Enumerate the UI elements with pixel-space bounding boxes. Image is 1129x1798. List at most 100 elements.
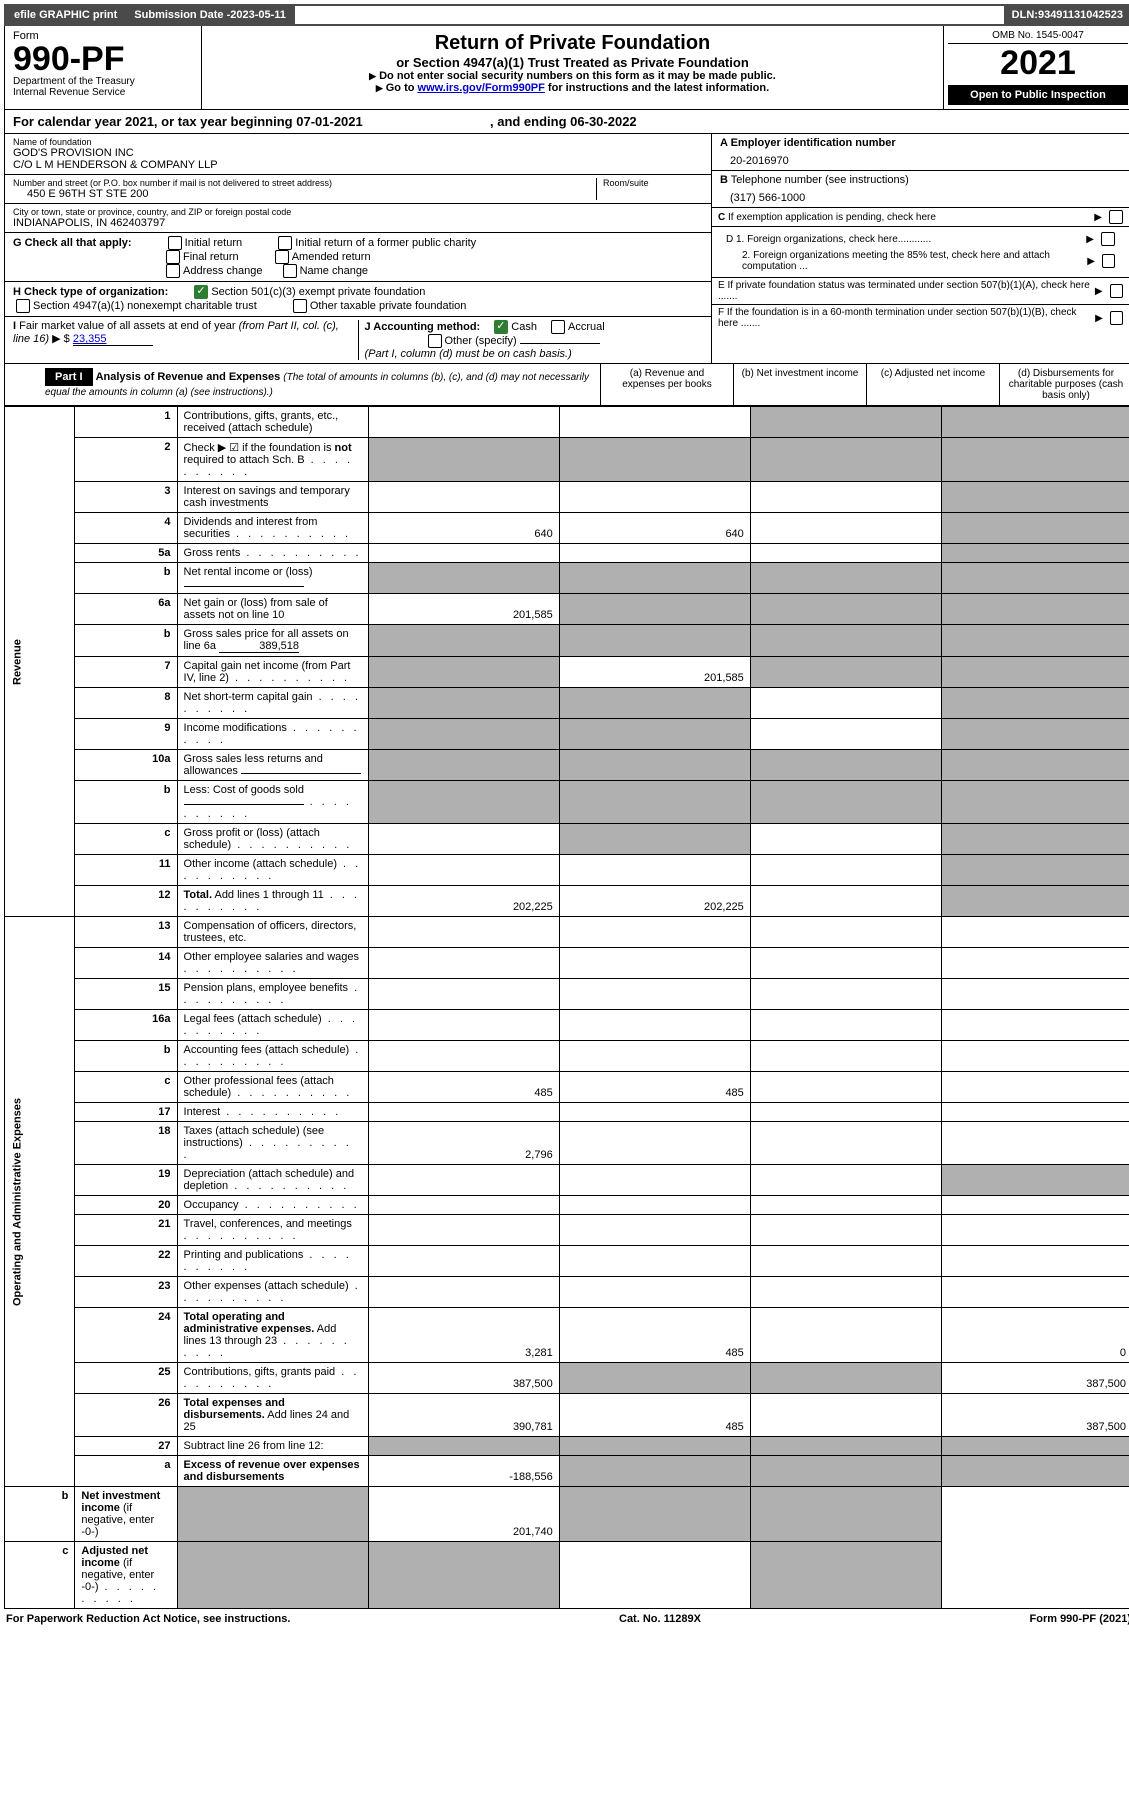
cell-dd [941,1277,1129,1308]
g-label: G Check all that apply: [13,237,132,249]
checkbox-other-method[interactable] [428,334,442,348]
irs-link[interactable]: www.irs.gov/Form990PF [418,82,545,94]
line-b: bLess: Cost of goods sold [5,781,1129,824]
checkbox-f[interactable] [1110,311,1123,325]
cell-c [750,886,941,917]
top-bar: efile GRAPHIC print Submission Date - 20… [4,4,1129,26]
cell-dd [941,917,1129,948]
page-footer: For Paperwork Reduction Act Notice, see … [4,1609,1129,1629]
checkbox-d2[interactable] [1102,254,1115,268]
line-number: c [75,1072,177,1103]
line-description: Taxes (attach schedule) (see instruction… [177,1122,368,1165]
checkbox-final-return[interactable] [166,250,180,264]
line-2: 2Check ▶ ☑ if the foundation is not requ… [5,438,1129,482]
cell-b [559,625,750,657]
cell-dd [941,407,1129,438]
line-description: Printing and publications [177,1246,368,1277]
cell-a [368,781,559,824]
checkbox-name-change[interactable] [283,264,297,278]
cell-dd [941,719,1129,750]
cell-b [559,407,750,438]
checkbox-amended[interactable] [275,250,289,264]
line-number: 25 [75,1363,177,1394]
line-c: cAdjusted net income (if negative, enter… [5,1542,1129,1609]
cell-c [750,750,941,781]
line-number: a [75,1456,177,1487]
cell-b [559,1215,750,1246]
checkbox-4947[interactable] [16,299,30,313]
cell-dd [941,855,1129,886]
cell-c [750,917,941,948]
cell-b [559,482,750,513]
checkbox-initial-return[interactable] [168,236,182,250]
col-d-header: (d) Disbursements for charitable purpose… [999,364,1129,405]
cell-a [368,1215,559,1246]
line-1: Revenue1Contributions, gifts, grants, et… [5,407,1129,438]
cell-b [559,1103,750,1122]
checkbox-address-change[interactable] [166,264,180,278]
line-number: 6a [75,594,177,625]
calendar-year-line: For calendar year 2021, or tax year begi… [4,110,1129,134]
checkbox-c[interactable] [1109,210,1123,224]
line-13: Operating and Administrative Expenses13C… [5,917,1129,948]
cell-c [750,719,941,750]
line-number: 24 [75,1308,177,1363]
line-17: 17Interest [5,1103,1129,1122]
open-inspection: Open to Public Inspection [948,85,1128,105]
cell-dd [750,1487,941,1542]
checkbox-other-taxable[interactable] [293,299,307,313]
cell-dd [941,688,1129,719]
cell-c [750,1041,941,1072]
checkbox-accrual[interactable] [551,320,565,334]
cell-dd [941,824,1129,855]
cell-c [750,1394,941,1437]
d2-label: 2. Foreign organizations meeting the 85%… [726,250,1087,272]
checkbox-e[interactable] [1110,284,1123,298]
checkbox-cash[interactable] [494,320,508,334]
line-9: 9Income modifications [5,719,1129,750]
line-description: Adjusted net income (if negative, enter … [75,1542,177,1609]
line-number: c [75,824,177,855]
line-number: 12 [75,886,177,917]
cell-b: 640 [559,513,750,544]
line-description: Legal fees (attach schedule) [177,1010,368,1041]
line-number: b [75,781,177,824]
cell-a [368,1103,559,1122]
address: 450 E 96TH ST STE 200 [13,188,596,200]
cell-b [559,1010,750,1041]
efile-label[interactable]: efile GRAPHIC print [6,6,126,24]
line-description: Compensation of officers, directors, tru… [177,917,368,948]
form-header: Form 990-PF Department of the Treasury I… [4,26,1129,110]
cell-b: 485 [559,1394,750,1437]
cell-c [750,1196,941,1215]
cell-dd: 387,500 [941,1363,1129,1394]
line-description: Gross rents [177,544,368,563]
ein-value: 20-2016970 [720,149,1124,167]
line-description: Total expenses and disbursements. Add li… [177,1394,368,1437]
col-b-header: (b) Net investment income [733,364,866,405]
checkbox-d1[interactable] [1101,232,1115,246]
line-description: Subtract line 26 from line 12: [177,1437,368,1456]
cell-dd [941,1103,1129,1122]
cell-c [750,781,941,824]
line-11: 11Other income (attach schedule) [5,855,1129,886]
cell-dd [941,1010,1129,1041]
cell-c [750,563,941,594]
d1-label: D 1. Foreign organizations, check here..… [726,234,931,245]
cell-b [559,1363,750,1394]
line-a: aExcess of revenue over expenses and dis… [5,1456,1129,1487]
cell-a [368,1277,559,1308]
fmv-value[interactable]: 23,355 [73,333,153,346]
cell-c [750,1215,941,1246]
checkbox-501c3[interactable] [194,285,208,299]
line-number: 1 [75,407,177,438]
part-label: Part I [45,368,93,386]
checkbox-initial-former[interactable] [278,236,292,250]
cell-c [750,1010,941,1041]
line-number: 26 [75,1394,177,1437]
cell-b [559,979,750,1010]
cell-dd [941,563,1129,594]
line-26: 26Total expenses and disbursements. Add … [5,1394,1129,1437]
line-b: bGross sales price for all assets on lin… [5,625,1129,657]
cell-c [750,544,941,563]
